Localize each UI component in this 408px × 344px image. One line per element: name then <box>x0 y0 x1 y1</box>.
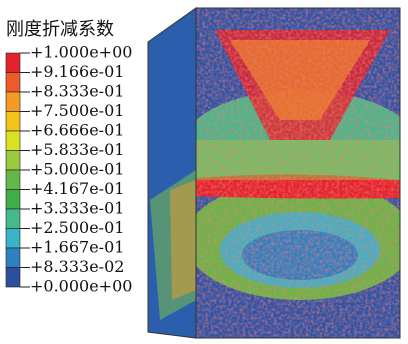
legend-swatch <box>6 53 20 73</box>
figure: 刚度折减系数 +1.000e+00+9.166e-01+8.333e-01+7.… <box>0 0 408 344</box>
legend-swatch <box>6 209 20 229</box>
legend-swatch <box>6 92 20 112</box>
legend-label: +3.333e-01 <box>30 199 124 218</box>
legend-label: +5.833e-01 <box>30 140 124 159</box>
legend-label: +4.167e-01 <box>30 179 124 198</box>
legend-label: +5.000e-01 <box>30 160 124 179</box>
legend-label: +1.000e+00 <box>30 43 132 62</box>
legend: +1.000e+00+9.166e-01+8.333e-01+7.500e-01… <box>6 43 132 296</box>
legend-title: 刚度折减系数 <box>6 19 114 40</box>
legend-swatch <box>6 248 20 268</box>
legend-label: +1.667e-01 <box>30 238 124 257</box>
legend-swatch <box>6 170 20 190</box>
legend-label: +0.000e+00 <box>30 277 132 296</box>
legend-label: +9.166e-01 <box>30 62 124 81</box>
legend-swatch <box>6 151 20 171</box>
contours <box>180 8 408 338</box>
legend-swatch <box>6 112 20 132</box>
legend-label: +8.333e-01 <box>30 82 124 101</box>
legend-label: +6.666e-01 <box>30 121 124 140</box>
legend-label: +8.333e-02 <box>30 257 124 276</box>
legend-swatch <box>6 73 20 93</box>
side-streaks <box>170 180 196 300</box>
legend-swatch <box>6 268 20 288</box>
legend-swatch <box>6 131 20 151</box>
legend-label: +2.500e-01 <box>30 218 124 237</box>
page: 刚度折减系数 +1.000e+00+9.166e-01+8.333e-01+7.… <box>0 0 408 344</box>
model-render <box>148 8 408 338</box>
legend-swatch <box>6 229 20 249</box>
legend-swatch <box>6 190 20 210</box>
legend-label: +7.500e-01 <box>30 101 124 120</box>
